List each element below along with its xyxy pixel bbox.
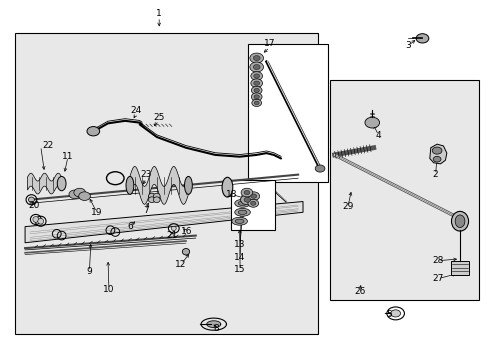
Text: 19: 19 xyxy=(91,208,102,217)
Circle shape xyxy=(253,74,259,78)
Text: 5: 5 xyxy=(385,310,391,319)
Circle shape xyxy=(432,156,440,162)
Circle shape xyxy=(250,79,262,87)
Circle shape xyxy=(253,55,260,60)
Text: 15: 15 xyxy=(234,265,245,274)
Circle shape xyxy=(253,88,259,92)
Ellipse shape xyxy=(238,210,246,215)
Ellipse shape xyxy=(28,197,34,202)
Ellipse shape xyxy=(222,177,232,197)
Polygon shape xyxy=(206,321,220,328)
Bar xyxy=(247,44,328,182)
Ellipse shape xyxy=(234,199,250,207)
Circle shape xyxy=(244,197,250,202)
Ellipse shape xyxy=(148,193,155,199)
Bar xyxy=(329,80,478,300)
Text: 24: 24 xyxy=(130,105,142,114)
Text: 21: 21 xyxy=(166,231,177,240)
Text: 28: 28 xyxy=(431,256,443,265)
Text: 11: 11 xyxy=(62,152,74,161)
Text: 25: 25 xyxy=(153,113,164,122)
Bar xyxy=(450,261,468,275)
Circle shape xyxy=(249,62,263,72)
Text: 14: 14 xyxy=(234,253,245,262)
Circle shape xyxy=(247,192,259,201)
Text: 10: 10 xyxy=(103,285,115,294)
Text: 4: 4 xyxy=(375,131,381,140)
Circle shape xyxy=(251,93,262,101)
Text: 27: 27 xyxy=(431,274,443,283)
Circle shape xyxy=(87,127,100,136)
Circle shape xyxy=(364,117,379,128)
Text: 8: 8 xyxy=(213,324,219,333)
Circle shape xyxy=(253,64,260,69)
Bar xyxy=(230,180,274,230)
Circle shape xyxy=(431,147,441,154)
Text: 13: 13 xyxy=(234,240,245,249)
Ellipse shape xyxy=(454,215,464,228)
Polygon shape xyxy=(429,144,446,164)
Polygon shape xyxy=(27,173,61,194)
Ellipse shape xyxy=(153,197,160,203)
Polygon shape xyxy=(130,166,188,204)
Circle shape xyxy=(249,53,263,63)
Circle shape xyxy=(254,101,259,105)
Ellipse shape xyxy=(57,176,66,191)
Ellipse shape xyxy=(182,248,189,255)
Polygon shape xyxy=(25,202,303,243)
Ellipse shape xyxy=(33,217,39,222)
Circle shape xyxy=(315,165,325,172)
Circle shape xyxy=(253,81,259,85)
Text: 18: 18 xyxy=(225,190,237,199)
Text: 20: 20 xyxy=(28,201,40,210)
Ellipse shape xyxy=(38,219,43,224)
Ellipse shape xyxy=(153,193,160,199)
Circle shape xyxy=(251,86,262,94)
Circle shape xyxy=(241,188,252,197)
Ellipse shape xyxy=(231,217,247,225)
Text: 9: 9 xyxy=(86,267,92,276)
Text: 1: 1 xyxy=(156,9,162,18)
Circle shape xyxy=(415,34,428,43)
Text: 26: 26 xyxy=(353,287,365,296)
Text: 16: 16 xyxy=(181,228,192,237)
Bar xyxy=(15,33,317,334)
Ellipse shape xyxy=(238,201,246,206)
Circle shape xyxy=(251,99,261,107)
Ellipse shape xyxy=(126,176,134,194)
Text: 17: 17 xyxy=(264,39,275,48)
Circle shape xyxy=(244,190,249,195)
Ellipse shape xyxy=(171,226,176,230)
Circle shape xyxy=(250,72,262,80)
Text: 7: 7 xyxy=(143,206,148,215)
Text: 23: 23 xyxy=(140,170,151,179)
Circle shape xyxy=(250,201,255,205)
Ellipse shape xyxy=(148,197,155,203)
Text: 2: 2 xyxy=(432,170,438,179)
Text: 29: 29 xyxy=(342,202,353,211)
Ellipse shape xyxy=(235,219,244,224)
Circle shape xyxy=(247,199,258,207)
Circle shape xyxy=(79,192,90,201)
Ellipse shape xyxy=(184,176,192,194)
Circle shape xyxy=(253,95,259,99)
Text: 3: 3 xyxy=(405,41,410,50)
Circle shape xyxy=(390,310,400,317)
Text: 22: 22 xyxy=(42,141,54,150)
Circle shape xyxy=(69,190,81,199)
Ellipse shape xyxy=(234,208,250,216)
Ellipse shape xyxy=(450,211,468,231)
Text: 6: 6 xyxy=(127,222,133,231)
Circle shape xyxy=(240,195,254,205)
Circle shape xyxy=(250,194,256,198)
Text: 12: 12 xyxy=(175,260,186,269)
Circle shape xyxy=(74,188,85,197)
